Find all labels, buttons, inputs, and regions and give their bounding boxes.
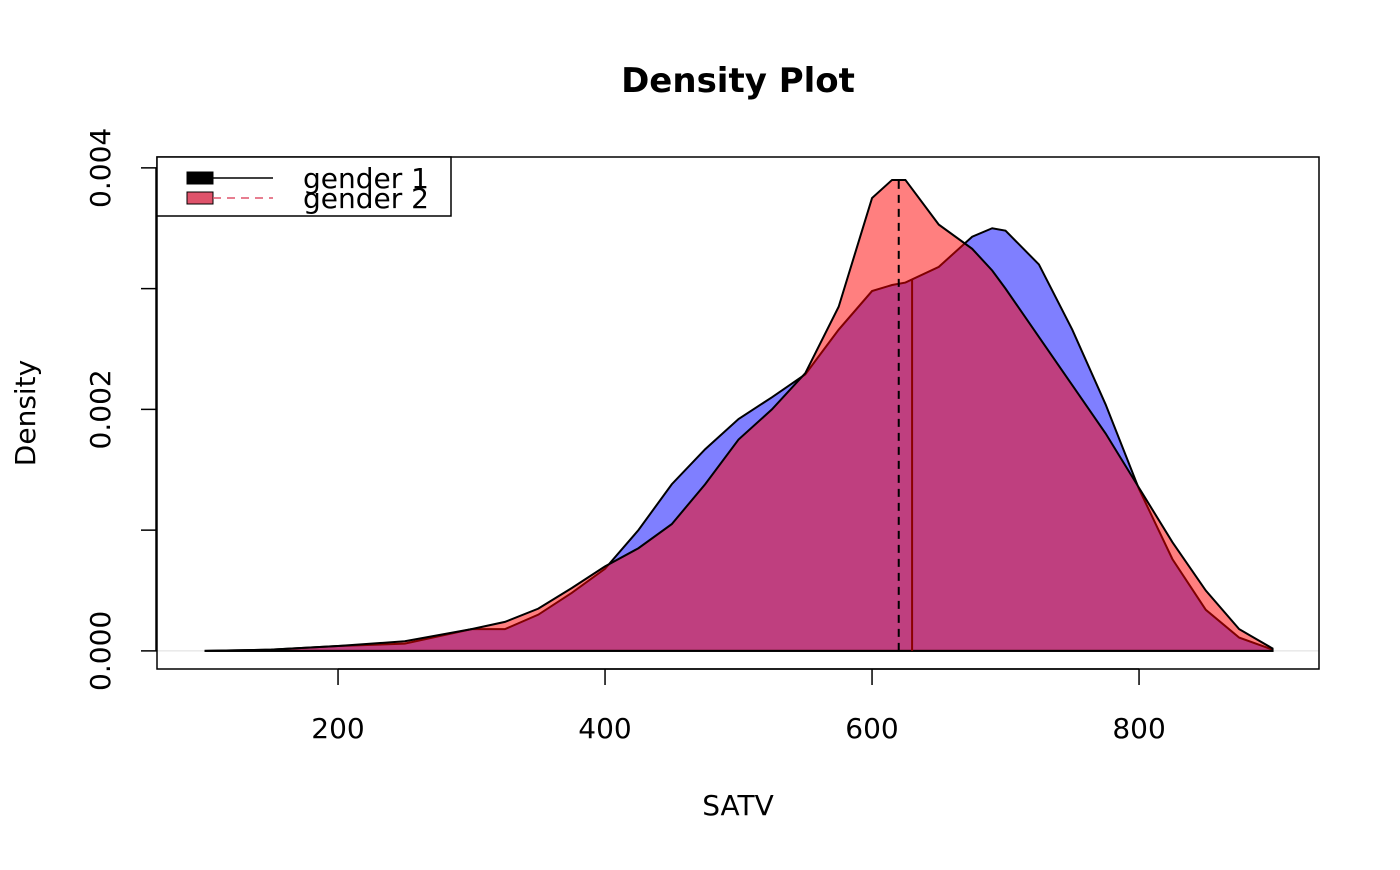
y-axis-label: Density — [9, 360, 42, 466]
plot-frame — [156, 156, 1320, 670]
legend-label: gender 1 — [303, 162, 429, 195]
x-tick-label: 400 — [578, 712, 631, 745]
legend-label: gender 2 — [303, 182, 429, 215]
legend-box — [156, 156, 452, 217]
density-area — [204, 178, 1274, 652]
y-tick-label: 0.000 — [84, 611, 117, 691]
chart-title: Density Plot — [621, 61, 855, 101]
x-tick-label: 200 — [311, 712, 364, 745]
y-tick-label: 0.002 — [84, 369, 117, 449]
x-tick-label: 800 — [1112, 712, 1165, 745]
x-tick-label: 600 — [845, 712, 898, 745]
legend-swatch — [186, 171, 214, 185]
legend-swatch — [186, 191, 214, 205]
x-axis-label: SATV — [702, 789, 774, 822]
y-tick-label: 0.004 — [84, 128, 117, 208]
